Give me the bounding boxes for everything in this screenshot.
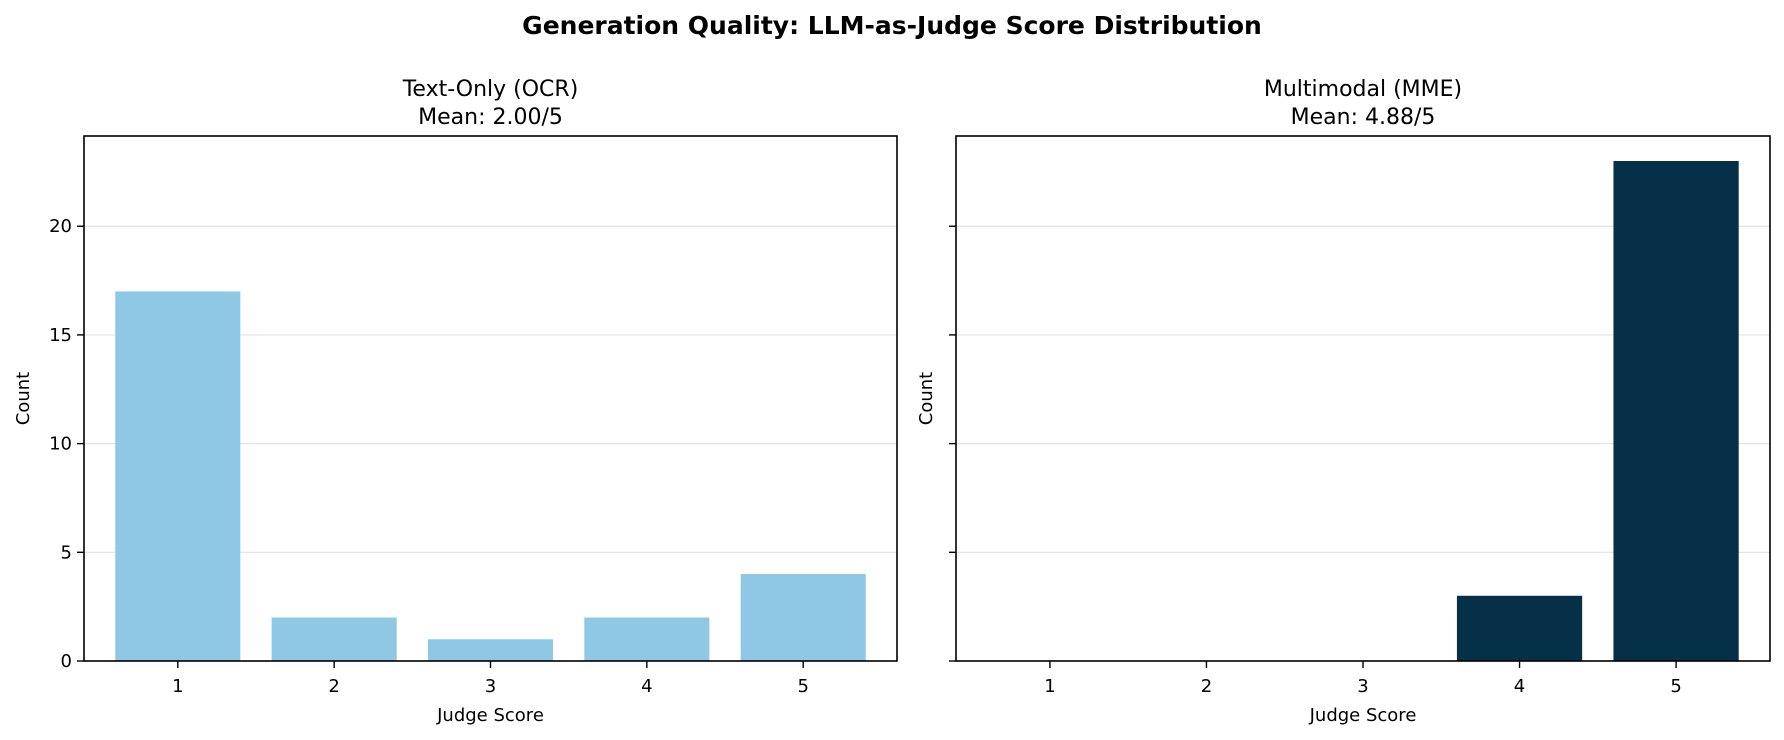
panel1-ytick-label: 10: [49, 434, 72, 455]
panel1-ytick-label: 20: [49, 216, 72, 237]
panel2-xtick-label: 5: [1670, 676, 1681, 697]
panel1-xtick-label: 4: [641, 676, 652, 697]
panel1-bar-2: [271, 617, 397, 661]
panel1-xtick-label: 2: [328, 676, 339, 697]
panel1-bar-3: [427, 639, 554, 661]
panel2-xtick-label: 4: [1514, 676, 1525, 697]
panel2-xlabel: Judge Score: [1309, 705, 1417, 726]
panel2-bar-5: [1613, 161, 1739, 661]
panel2-ylabel: Count: [916, 372, 937, 425]
panel2-subtitle: Mean: 4.88/5: [1291, 105, 1436, 130]
panel1-xlabel: Judge Score: [436, 705, 544, 726]
panel1-bar-4: [584, 617, 710, 661]
panel2-title: Multimodal (MME): [1264, 77, 1462, 102]
panel1-ytick-label: 0: [61, 651, 72, 672]
panel1-ytick-label: 5: [61, 542, 72, 563]
panel1-xtick-label: 3: [485, 676, 496, 697]
panel2-bar-4: [1456, 595, 1583, 661]
panel2-xtick-label: 2: [1201, 676, 1212, 697]
figure-title: Generation Quality: LLM-as-Judge Score D…: [522, 11, 1262, 40]
panel1-bar-1: [115, 291, 241, 661]
panel1-title: Text-Only (OCR): [402, 77, 579, 102]
panel1-subtitle: Mean: 2.00/5: [418, 105, 563, 130]
panel1-xtick-label: 5: [797, 676, 808, 697]
panel1-ylabel: Count: [13, 372, 34, 425]
panel2-xtick-label: 3: [1357, 676, 1368, 697]
panel1-xtick-label: 1: [172, 676, 183, 697]
panel1-bar-5: [740, 574, 866, 661]
panel1-ytick-label: 15: [49, 325, 72, 346]
panel2-xtick-label: 1: [1044, 676, 1055, 697]
